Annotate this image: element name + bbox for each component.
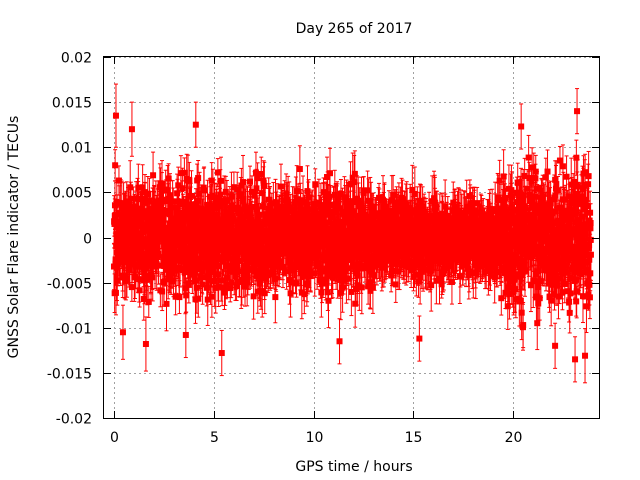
point-marker xyxy=(163,300,170,307)
point-marker xyxy=(142,196,149,203)
point-marker xyxy=(145,298,152,305)
point-marker xyxy=(155,262,162,269)
data-point xyxy=(136,273,143,308)
point-marker xyxy=(112,162,119,169)
point-marker xyxy=(112,212,119,219)
point-marker xyxy=(144,191,151,198)
point-marker xyxy=(217,177,224,184)
point-marker xyxy=(193,284,200,291)
point-marker xyxy=(144,276,151,283)
point-marker xyxy=(141,237,148,244)
point-marker xyxy=(123,275,130,282)
point-marker xyxy=(165,195,172,202)
point-marker xyxy=(176,294,183,301)
point-marker xyxy=(136,287,143,294)
point-marker xyxy=(222,188,229,195)
point-marker xyxy=(169,198,176,205)
point-marker xyxy=(140,296,147,303)
point-marker xyxy=(167,192,174,199)
point-marker xyxy=(156,184,163,191)
point-marker xyxy=(120,214,127,221)
point-marker xyxy=(157,234,164,241)
point-marker xyxy=(272,294,279,301)
data-point xyxy=(150,151,157,199)
point-marker xyxy=(181,269,188,276)
point-marker xyxy=(134,244,141,251)
point-marker xyxy=(146,197,153,204)
point-marker xyxy=(139,184,146,191)
point-marker xyxy=(165,175,172,182)
point-marker xyxy=(150,172,157,179)
point-marker xyxy=(159,288,166,295)
data-point xyxy=(112,149,119,182)
point-marker xyxy=(164,187,171,194)
point-marker xyxy=(159,180,166,187)
point-marker xyxy=(126,267,133,274)
point-marker xyxy=(128,284,135,291)
point-marker xyxy=(138,196,145,203)
point-marker xyxy=(112,289,119,296)
point-marker xyxy=(135,184,142,191)
point-marker xyxy=(183,292,190,299)
point-marker xyxy=(195,295,202,302)
point-marker xyxy=(114,264,121,271)
data-layer xyxy=(110,83,594,384)
point-marker xyxy=(261,290,268,297)
point-marker xyxy=(115,177,122,184)
point-marker xyxy=(165,276,172,283)
point-marker xyxy=(123,198,130,205)
point-marker xyxy=(170,204,177,211)
point-marker xyxy=(149,274,156,281)
point-marker xyxy=(123,245,130,252)
